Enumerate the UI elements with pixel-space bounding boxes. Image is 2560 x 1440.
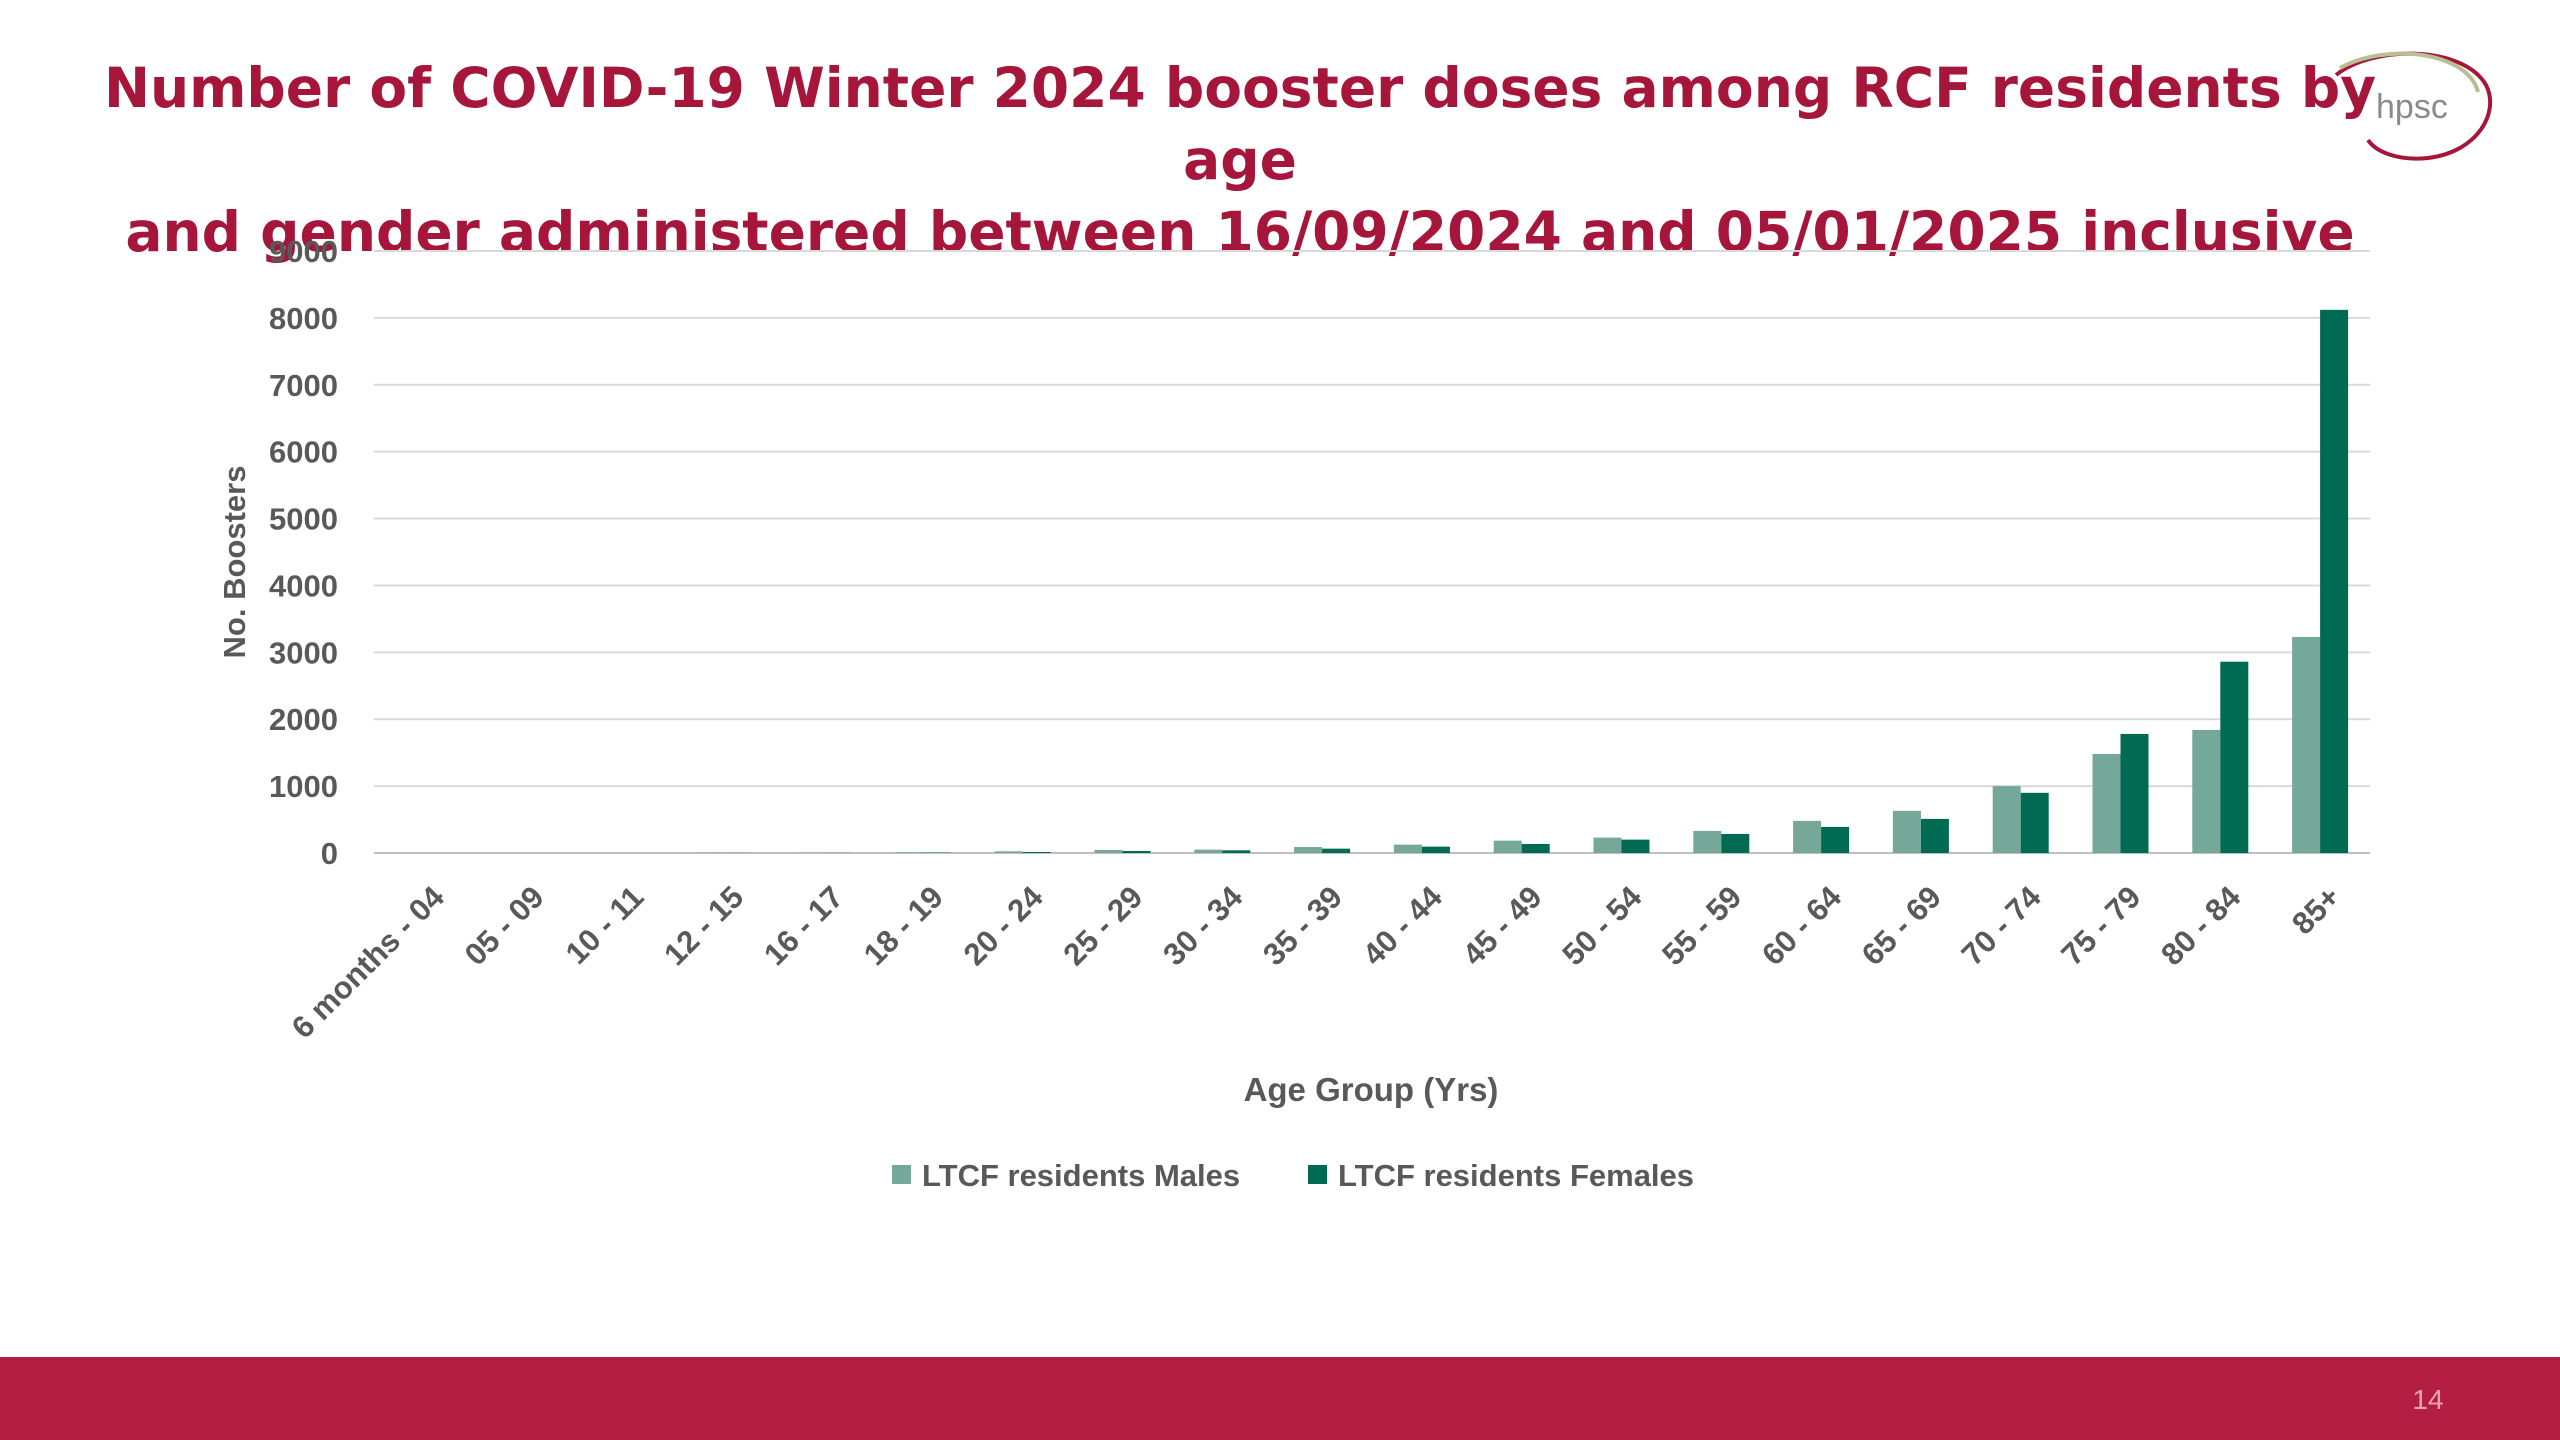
y-tick-label: 4000	[269, 568, 338, 603]
y-tick-label: 5000	[269, 502, 338, 537]
bar-males	[1194, 849, 1223, 853]
bar-females	[1521, 843, 1550, 853]
y-axis-title: No. Boosters	[217, 466, 252, 659]
bar-males	[1593, 837, 1622, 853]
x-tick-label: 20 - 24	[957, 879, 1051, 973]
legend-swatch-females	[1308, 1165, 1327, 1184]
legend-label-females: LTCF residents Females	[1338, 1158, 1694, 1193]
bar-males	[1693, 830, 1722, 853]
x-tick-label: 40 - 44	[1356, 879, 1450, 973]
logo-text: hpsc	[2376, 88, 2448, 126]
x-tick-label: 05 - 09	[458, 879, 551, 972]
x-tick-label: 10 - 11	[559, 879, 651, 971]
x-tick-label: 25 - 29	[1056, 879, 1149, 972]
x-axis-title: Age Group (Yrs)	[1244, 1071, 1499, 1108]
bar-males	[1094, 849, 1123, 853]
bar-males	[1892, 810, 1921, 853]
bar-females	[1022, 851, 1051, 853]
x-tick-label: 50 - 54	[1555, 879, 1649, 973]
bar-females	[1721, 833, 1750, 853]
x-tick-label: 35 - 39	[1256, 879, 1349, 972]
x-tick-label: 18 - 19	[857, 879, 950, 972]
slide-title-line-1: Number of COVID-19 Winter 2024 booster d…	[103, 56, 2377, 192]
x-tick-label: 45 - 49	[1456, 879, 1549, 972]
bar-males	[1393, 844, 1422, 853]
bar-males	[2192, 729, 2221, 853]
bar-males	[2292, 636, 2321, 853]
x-tick-label: 6 months - 04	[285, 879, 452, 1046]
legend-swatch-males	[892, 1165, 911, 1184]
x-tick-label: 85+	[2285, 879, 2347, 941]
bar-chart: 0 1000 2000 3000 4000 5000 6000 7000 8000 9000 6 m…	[217, 234, 2370, 1193]
bar-females	[2020, 792, 2049, 853]
slide-title-line-2: and gender administered between 16/09/20…	[125, 200, 2355, 264]
x-tick-label: 80 - 84	[2154, 879, 2248, 973]
bar-females	[1621, 839, 1650, 853]
bar-males	[1793, 820, 1822, 853]
bar-males	[894, 852, 923, 853]
y-tick-label: 7000	[269, 368, 338, 403]
y-tick-label: 9000	[269, 234, 338, 269]
bar-females	[2320, 309, 2349, 854]
bar-females	[1322, 848, 1351, 853]
bar-males	[994, 851, 1023, 853]
bar-females	[1222, 850, 1251, 853]
x-tick-label: 55 - 59	[1655, 879, 1748, 972]
bar-females	[1122, 850, 1151, 853]
x-tick-label: 16 - 17	[757, 879, 850, 972]
page-number: 14	[2412, 1384, 2444, 1415]
bar-males	[1294, 846, 1323, 853]
slide-title: Number of COVID-19 Winter 2024 booster d…	[40, 52, 2440, 268]
bar-females	[2220, 661, 2249, 853]
footer-bar	[0, 1357, 2560, 1440]
y-tick-label: 2000	[269, 702, 338, 737]
bar-females	[1920, 818, 1949, 853]
bar-males	[1493, 840, 1522, 853]
legend-label-males: LTCF residents Males	[922, 1158, 1240, 1193]
y-tick-label: 3000	[269, 635, 338, 670]
x-tick-label: 75 - 79	[2054, 879, 2147, 972]
x-tick-label: 65 - 69	[1855, 879, 1948, 972]
bar-females	[1421, 846, 1450, 853]
x-tick-label: 60 - 64	[1755, 879, 1849, 973]
x-tick-label: 70 - 74	[1955, 879, 2049, 973]
y-tick-label: 1000	[269, 769, 338, 804]
x-tick-label: 12 - 15	[657, 879, 750, 972]
y-tick-label: 8000	[269, 301, 338, 336]
bar-males	[1992, 786, 2021, 853]
bar-males	[2092, 754, 2121, 853]
y-tick-label: 0	[321, 836, 338, 871]
x-tick-label: 30 - 34	[1156, 879, 1250, 973]
hpsc-logo: hpsc	[2334, 51, 2493, 161]
bar-females	[1821, 826, 1850, 853]
bar-females	[2120, 733, 2149, 853]
y-tick-label: 6000	[269, 435, 338, 470]
logo-swoosh-inner	[2339, 51, 2480, 93]
